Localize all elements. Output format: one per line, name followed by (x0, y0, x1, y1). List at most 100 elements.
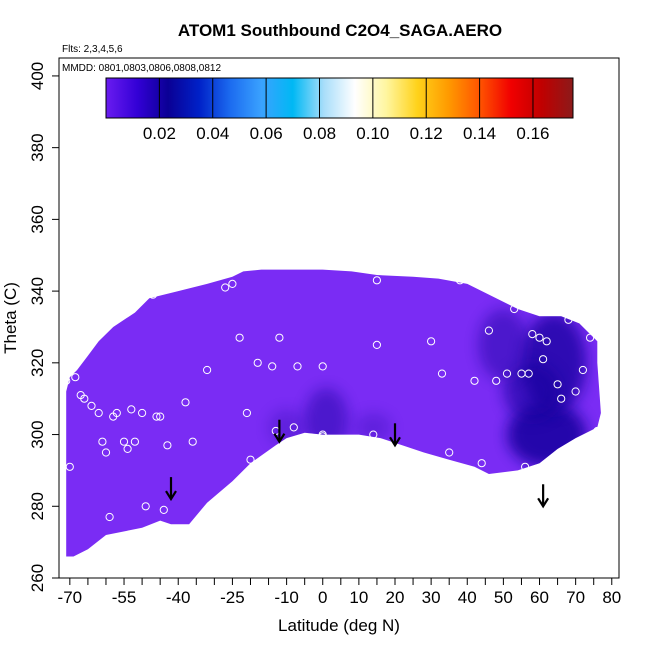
x-tick-label: 60 (530, 588, 549, 607)
sample-point (571, 387, 580, 396)
flight-arrow (273, 419, 286, 444)
x-axis-label: Latitude (deg N) (278, 616, 400, 635)
sample-point (181, 398, 190, 407)
sample-point (94, 408, 103, 418)
sample-point (242, 408, 251, 418)
colorbar-tick-label: 0.04 (196, 124, 229, 143)
sample-point (553, 380, 562, 389)
x-tick-label: 0 (318, 588, 327, 607)
colorbar-tick-label: 0.16 (516, 124, 549, 143)
flight-arrow (165, 477, 177, 502)
sample-point (372, 340, 381, 349)
dates-annotation: MMDD: 0801,0803,0806,0808,0812 (62, 63, 221, 74)
colorbar-tick-label: 0.06 (250, 124, 283, 143)
y-axis: 260 280 300 320 340 360 380 400 (28, 58, 60, 592)
sample-point (148, 290, 157, 299)
field-blob (304, 387, 349, 453)
colorbar: 0.02 0.04 0.06 0.08 0.10 0.12 0.14 0.16 (105, 77, 574, 143)
sample-point (141, 502, 150, 511)
sample-point (293, 362, 302, 371)
sample-point (80, 394, 89, 403)
sample-point (246, 455, 255, 464)
sample-point (510, 304, 519, 314)
field-blob (355, 413, 392, 442)
flights-annotation: Flts: 2,3,4,5,6 (62, 44, 123, 55)
sample-point (372, 276, 381, 285)
x-tick-label: 40 (458, 588, 477, 607)
sample-point (318, 362, 327, 371)
x-tick-label: 50 (494, 588, 513, 607)
sample-point (138, 408, 147, 418)
sample-point (253, 358, 262, 367)
sample-point (484, 326, 493, 335)
sample-point (188, 437, 197, 446)
sample-point (586, 333, 595, 342)
sample-point (130, 437, 139, 446)
x-tick-label: 10 (349, 588, 368, 607)
sample-point (455, 276, 465, 285)
y-tick-label: 280 (28, 492, 47, 520)
x-axis: -70 -55 -40 -25 -10 0 10 20 30 40 50 60 70 80 (58, 577, 621, 607)
y-tick-label: 400 (28, 62, 47, 90)
flight-arrows (165, 419, 550, 509)
sample-point (445, 448, 454, 457)
sample-point (119, 437, 129, 446)
sample-point (62, 376, 71, 385)
sample-point (437, 369, 447, 378)
sample-point (228, 279, 237, 288)
x-tick-label: 80 (602, 588, 621, 607)
field-blob (503, 362, 562, 421)
sample-point (127, 405, 136, 414)
sample-point (539, 355, 548, 364)
sample-point (71, 373, 80, 382)
y-tick-label: 320 (28, 349, 47, 377)
sample-point (152, 412, 161, 421)
sample-point (318, 430, 327, 439)
sample-point (578, 365, 588, 375)
y-tick-label: 360 (28, 205, 47, 233)
sample-point (105, 512, 114, 522)
sample-point (477, 459, 486, 468)
x-tick-label: 30 (422, 588, 441, 607)
sample-point (159, 505, 168, 514)
y-tick-label: 260 (28, 564, 47, 592)
x-tick-label: 20 (386, 588, 405, 607)
x-tick-label: -40 (166, 588, 191, 607)
colorbar-tick-label: 0.02 (143, 124, 176, 143)
sample-point (221, 283, 230, 292)
sample-point (235, 333, 244, 342)
colorbar-tick-label: 0.14 (463, 124, 496, 143)
concentration-field (66, 269, 601, 557)
x-tick-label: -25 (220, 588, 245, 607)
x-tick-label: -70 (58, 588, 83, 607)
sample-point (470, 376, 479, 385)
sample-points (62, 276, 602, 522)
sample-point (528, 330, 537, 339)
sample-point (502, 369, 512, 378)
sample-point (163, 441, 172, 450)
sample-point (542, 337, 551, 346)
colorbar-tick-label: 0.10 (356, 124, 389, 143)
sample-point (65, 462, 74, 471)
sample-point (123, 444, 132, 453)
y-tick-label: 380 (28, 133, 47, 161)
sample-point (98, 437, 107, 446)
chart-title: ATOM1 Southbound C2O4_SAGA.AERO (178, 21, 502, 40)
flight-arrow (389, 423, 401, 448)
sample-point (101, 448, 111, 457)
sample-point (521, 462, 530, 471)
x-tick-label: 70 (566, 588, 585, 607)
sample-point (156, 412, 165, 421)
sample-point (593, 426, 602, 436)
colorbar-ticks: 0.02 0.04 0.06 0.08 0.10 0.12 0.14 0.16 (143, 78, 550, 143)
sample-point (524, 369, 533, 378)
sample-point (427, 337, 436, 346)
sample-point (492, 376, 501, 385)
sample-point (557, 394, 566, 403)
sample-point (87, 401, 96, 410)
colorbar-tick-label: 0.12 (410, 124, 443, 143)
colorbar-gradient (105, 77, 574, 119)
colorbar-tick-label: 0.08 (303, 124, 336, 143)
x-tick-label: -55 (112, 588, 137, 607)
